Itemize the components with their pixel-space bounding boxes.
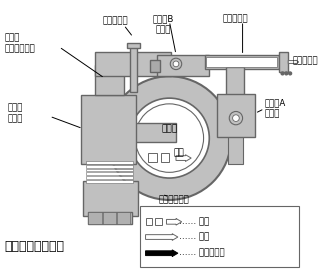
Text: 逆止弁B
〈開〉: 逆止弁B 〈開〉 (153, 15, 174, 34)
Bar (88, 212, 102, 224)
Circle shape (285, 72, 288, 75)
Bar (217, 94, 255, 137)
Bar (95, 65, 124, 95)
Bar (148, 153, 157, 162)
FancyArrow shape (288, 60, 299, 64)
Bar (88, 212, 132, 224)
Circle shape (173, 61, 179, 67)
Bar (146, 218, 152, 225)
Text: …… 水圧: …… 水圧 (179, 232, 209, 242)
Bar (86, 169, 133, 171)
FancyBboxPatch shape (140, 206, 299, 267)
Bar (103, 212, 116, 224)
Bar (86, 161, 133, 164)
Bar (228, 121, 243, 164)
Bar (155, 218, 162, 225)
Text: 逆止弁A
〈閉〉: 逆止弁A 〈閉〉 (264, 99, 286, 119)
Text: 吸水口: 吸水口 (161, 124, 177, 133)
Bar (133, 123, 176, 142)
Text: 止水弁
ダイヤフラム: 止水弁 ダイヤフラム (5, 33, 36, 53)
Text: 真空ポンプ: 真空ポンプ (293, 57, 319, 66)
Circle shape (233, 115, 239, 122)
Bar (86, 180, 133, 183)
Text: 真空ポンプ作動時: 真空ポンプ作動時 (5, 240, 65, 253)
Text: スピンドル: スピンドル (103, 17, 128, 25)
Bar (86, 176, 133, 179)
Bar (204, 55, 279, 69)
Bar (86, 165, 133, 168)
Circle shape (135, 104, 204, 172)
Circle shape (129, 98, 209, 178)
Circle shape (229, 111, 243, 125)
Circle shape (108, 76, 231, 200)
Text: 止水弁
〈開〉: 止水弁 〈開〉 (8, 103, 23, 123)
Circle shape (281, 72, 284, 75)
Text: ポンプカバー: ポンプカバー (159, 195, 189, 204)
Text: …… 装置の動き: …… 装置の動き (179, 249, 224, 258)
Bar (81, 95, 136, 164)
Bar (83, 181, 138, 216)
Text: …… 空気: …… 空気 (179, 217, 209, 226)
Bar (130, 45, 137, 92)
FancyArrow shape (146, 250, 178, 256)
FancyArrow shape (146, 234, 178, 240)
FancyArrow shape (176, 155, 191, 161)
Bar (227, 67, 244, 126)
Bar (127, 43, 140, 48)
Circle shape (289, 72, 292, 75)
FancyArrow shape (166, 218, 182, 225)
Text: 空気: 空気 (173, 148, 184, 157)
Bar (161, 153, 169, 162)
Bar (86, 172, 133, 175)
Bar (279, 52, 288, 71)
Bar (206, 57, 277, 67)
Bar (150, 60, 160, 71)
Text: 真空バイプ: 真空バイプ (223, 15, 249, 24)
Bar (157, 55, 209, 76)
Bar (117, 212, 130, 224)
Circle shape (170, 58, 182, 70)
Bar (95, 52, 171, 76)
